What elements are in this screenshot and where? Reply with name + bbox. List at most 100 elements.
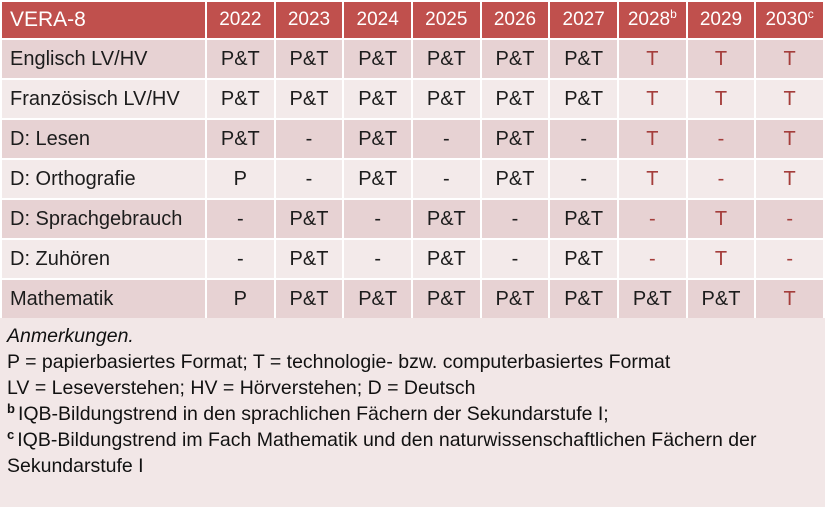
cell-2022: P bbox=[207, 160, 274, 198]
cell-2022: P&T bbox=[207, 120, 274, 158]
year-header-2029: 2029 bbox=[687, 2, 755, 38]
cell-2029: T bbox=[687, 40, 755, 78]
cell-2030: T bbox=[756, 80, 823, 118]
cell-2023: P&T bbox=[275, 40, 343, 78]
cell-2022: - bbox=[207, 200, 274, 238]
cell-2023: P&T bbox=[275, 280, 343, 318]
cell-2027: - bbox=[550, 160, 617, 198]
cell-2026: P&T bbox=[481, 40, 549, 78]
cell-2022: - bbox=[207, 240, 274, 278]
year-label: 2026 bbox=[493, 9, 537, 30]
cell-2027: P&T bbox=[550, 40, 617, 78]
cell-2025: P&T bbox=[412, 280, 480, 318]
year-header-2025: 2025 bbox=[412, 2, 480, 38]
year-label: 2027 bbox=[562, 9, 605, 30]
cell-2027: P&T bbox=[550, 280, 617, 318]
year-header-2026: 2026 bbox=[481, 2, 549, 38]
cell-2027: P&T bbox=[550, 200, 617, 238]
year-label: 2024 bbox=[356, 9, 399, 30]
cell-2028: T bbox=[618, 160, 686, 198]
cell-2023: P&T bbox=[275, 240, 343, 278]
cell-2026: P&T bbox=[481, 120, 549, 158]
row-label: D: Orthografie bbox=[2, 160, 205, 198]
year-header-2022: 2022 bbox=[207, 2, 274, 38]
cell-2027: - bbox=[550, 120, 617, 158]
year-label: 2025 bbox=[425, 9, 468, 30]
cell-2024: P&T bbox=[344, 280, 411, 318]
row-label: D: Lesen bbox=[2, 120, 205, 158]
cell-2025: P&T bbox=[412, 80, 480, 118]
cell-2022: P bbox=[207, 280, 274, 318]
cell-2029: - bbox=[687, 120, 755, 158]
cell-2023: P&T bbox=[275, 80, 343, 118]
cell-2025: - bbox=[412, 120, 480, 158]
table-title: VERA-8 bbox=[2, 2, 205, 38]
cell-2027: P&T bbox=[550, 80, 617, 118]
cell-2022: P&T bbox=[207, 80, 274, 118]
note-line: P = papierbasiertes Format; T = technolo… bbox=[7, 349, 817, 375]
cell-2028: T bbox=[618, 80, 686, 118]
cell-2023: - bbox=[275, 160, 343, 198]
cell-2024: - bbox=[344, 240, 411, 278]
note-line: LV = Leseverstehen; HV = Hörverstehen; D… bbox=[7, 375, 817, 401]
cell-2028: - bbox=[618, 200, 686, 238]
note-text: IQB-Bildungstrend im Fach Mathematik und… bbox=[7, 429, 757, 477]
note-line: c IQB-Bildungstrend im Fach Mathematik un… bbox=[7, 427, 817, 479]
row-label: Englisch LV/HV bbox=[2, 40, 205, 78]
year-header-2023: 2023 bbox=[275, 2, 343, 38]
cell-2029: T bbox=[687, 80, 755, 118]
note-text: LV = Leseverstehen; HV = Hörverstehen; D… bbox=[7, 377, 476, 399]
cell-2028: - bbox=[618, 240, 686, 278]
cell-2026: P&T bbox=[481, 80, 549, 118]
year-header-2027: 2027 bbox=[550, 2, 617, 38]
cell-2024: P&T bbox=[344, 120, 411, 158]
cell-2028: T bbox=[618, 40, 686, 78]
year-label: 2029 bbox=[699, 9, 743, 30]
cell-2026: - bbox=[481, 200, 549, 238]
cell-2024: P&T bbox=[344, 160, 411, 198]
cell-2029: T bbox=[687, 240, 755, 278]
cell-2024: P&T bbox=[344, 40, 411, 78]
note-text: P = papierbasiertes Format; T = technolo… bbox=[7, 351, 671, 373]
vera8-schedule-table: VERA-8 2022 2023 2024 2025 2026 2027 2028 b 2029 2… bbox=[2, 2, 823, 318]
cell-2030: T bbox=[756, 40, 823, 78]
cell-2030: T bbox=[756, 120, 823, 158]
year-header-2030: 2030 c bbox=[756, 2, 823, 38]
year-header-2028: 2028 b bbox=[618, 2, 686, 38]
cell-2026: P&T bbox=[481, 160, 549, 198]
note-line: b IQB-Bildungstrend in den sprachlichen F… bbox=[7, 401, 817, 427]
cell-2025: P&T bbox=[412, 240, 480, 278]
cell-2023: P&T bbox=[275, 200, 343, 238]
row-label: Mathematik bbox=[2, 280, 205, 318]
year-label: 2028 bbox=[627, 9, 671, 30]
cell-2028: T bbox=[618, 120, 686, 158]
cell-2029: P&T bbox=[687, 280, 755, 318]
cell-2026: - bbox=[481, 240, 549, 278]
year-label: 2023 bbox=[287, 9, 331, 30]
cell-2025: P&T bbox=[412, 40, 480, 78]
cell-2027: P&T bbox=[550, 240, 617, 278]
row-label: D: Zuhören bbox=[2, 240, 205, 278]
note-text: IQB-Bildungstrend in den sprachlichen Fä… bbox=[17, 403, 609, 425]
row-label: D: Sprachgebrauch bbox=[2, 200, 205, 238]
cell-2030: T bbox=[756, 160, 823, 198]
cell-2026: P&T bbox=[481, 280, 549, 318]
row-label: Französisch LV/HV bbox=[2, 80, 205, 118]
cell-2030: T bbox=[756, 280, 823, 318]
cell-2023: - bbox=[275, 120, 343, 158]
cell-2022: P&T bbox=[207, 40, 274, 78]
cell-2030: - bbox=[756, 200, 823, 238]
year-label: 2022 bbox=[219, 9, 262, 30]
footnote-marker-b: b bbox=[7, 400, 15, 416]
cell-2029: - bbox=[687, 160, 755, 198]
footnote-marker-c: c bbox=[7, 426, 15, 442]
cell-2025: - bbox=[412, 160, 480, 198]
table-notes: Anmerkungen. P = papierbasiertes Format; … bbox=[0, 318, 825, 507]
cell-2024: - bbox=[344, 200, 411, 238]
cell-2024: P&T bbox=[344, 80, 411, 118]
cell-2029: T bbox=[687, 200, 755, 238]
year-header-2024: 2024 bbox=[344, 2, 411, 38]
year-label: 2030 bbox=[765, 9, 808, 30]
cell-2025: P&T bbox=[412, 200, 480, 238]
